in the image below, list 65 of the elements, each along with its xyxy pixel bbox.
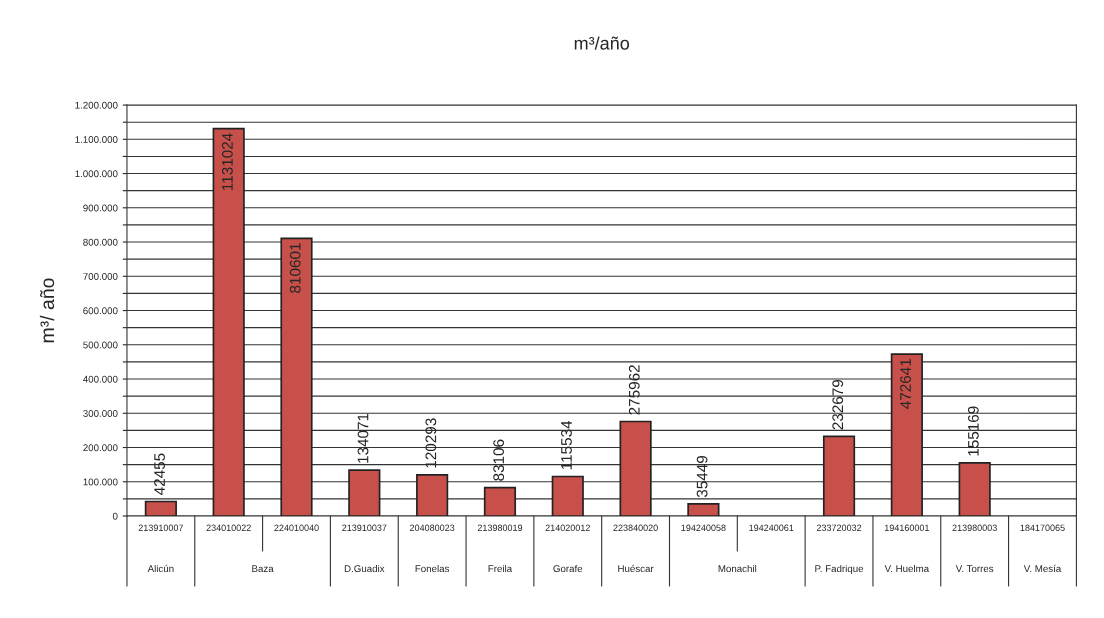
y-tick-label: 400.000 <box>83 375 118 383</box>
x-tick-label: 223840020 <box>613 524 658 531</box>
bar <box>619 420 652 517</box>
text: V. Mesía <box>1023 564 1062 573</box>
x-tick-label: 194160001 <box>884 524 930 531</box>
bar <box>348 469 381 517</box>
data-label: 42455 <box>154 453 165 495</box>
y-tick-label: 900.000 <box>83 204 118 212</box>
text: Alicún <box>147 564 174 573</box>
bar <box>144 500 177 517</box>
bar <box>958 462 991 517</box>
data-label: 120293 <box>425 418 437 468</box>
y-axis-title: m³/ año <box>39 278 55 343</box>
bar <box>822 435 856 517</box>
y-tick-label: 0 <box>112 512 118 520</box>
x-tick-label: 204080023 <box>410 524 455 531</box>
y-tick-label: 1.200.000 <box>75 101 118 109</box>
chart-title: m³/año <box>574 36 630 50</box>
bar <box>551 475 584 517</box>
y-tick-label: 800.000 <box>83 238 118 246</box>
text: V. Torres <box>955 565 994 573</box>
data-label: 83106 <box>493 439 505 481</box>
text: Baza <box>252 565 274 573</box>
data-label: 134071 <box>357 413 369 463</box>
bar <box>416 473 449 517</box>
text: V. Huelma <box>884 564 930 573</box>
x-tick-label: 213910007 <box>138 524 184 531</box>
data-label: 35449 <box>696 455 708 498</box>
y-tick-label: 1.000.000 <box>75 170 118 178</box>
data-label: 472641 <box>900 359 911 409</box>
text: Huéscar <box>618 564 654 573</box>
x-tick-label: 213980003 <box>952 524 997 531</box>
y-tick-label: 200.000 <box>83 444 118 452</box>
text: Freila <box>488 564 513 573</box>
x-tick-label: 194240061 <box>749 524 794 531</box>
bar <box>483 486 517 517</box>
text: Fonelas <box>415 564 450 573</box>
x-tick-label: 194240058 <box>681 524 726 531</box>
x-tick-label: 184170065 <box>1020 524 1065 531</box>
bar <box>687 503 720 517</box>
data-label: 115534 <box>561 420 572 470</box>
data-label: 810601 <box>289 243 301 293</box>
x-tick-label: 233720032 <box>816 524 862 531</box>
text: Monachil <box>718 564 757 573</box>
x-tick-label: 213980019 <box>477 524 523 531</box>
y-tick-label: 500.000 <box>83 341 118 349</box>
x-tick-label: 224010040 <box>274 524 319 531</box>
x-tick-label: 213910037 <box>342 524 387 531</box>
y-tick-label: 600.000 <box>83 307 118 315</box>
bar <box>212 127 245 517</box>
bar <box>280 237 313 517</box>
y-tick-label: 1.100.000 <box>75 136 118 143</box>
text: D.Guadix <box>344 564 385 573</box>
text: P. Fadrique <box>815 564 864 574</box>
x-tick-label: 214020012 <box>545 524 590 531</box>
y-tick-label: 300.000 <box>83 410 118 417</box>
data-label: 232679 <box>832 379 844 430</box>
data-label: 275962 <box>628 365 640 415</box>
y-tick-label: 700.000 <box>83 273 118 280</box>
data-label: 155169 <box>967 406 979 456</box>
x-tick-label: 234010022 <box>206 524 251 531</box>
data-label: 1131024 <box>221 133 233 190</box>
bar <box>890 353 923 517</box>
text: Gorafe <box>553 564 583 573</box>
y-tick-label: 100.000 <box>83 478 118 486</box>
